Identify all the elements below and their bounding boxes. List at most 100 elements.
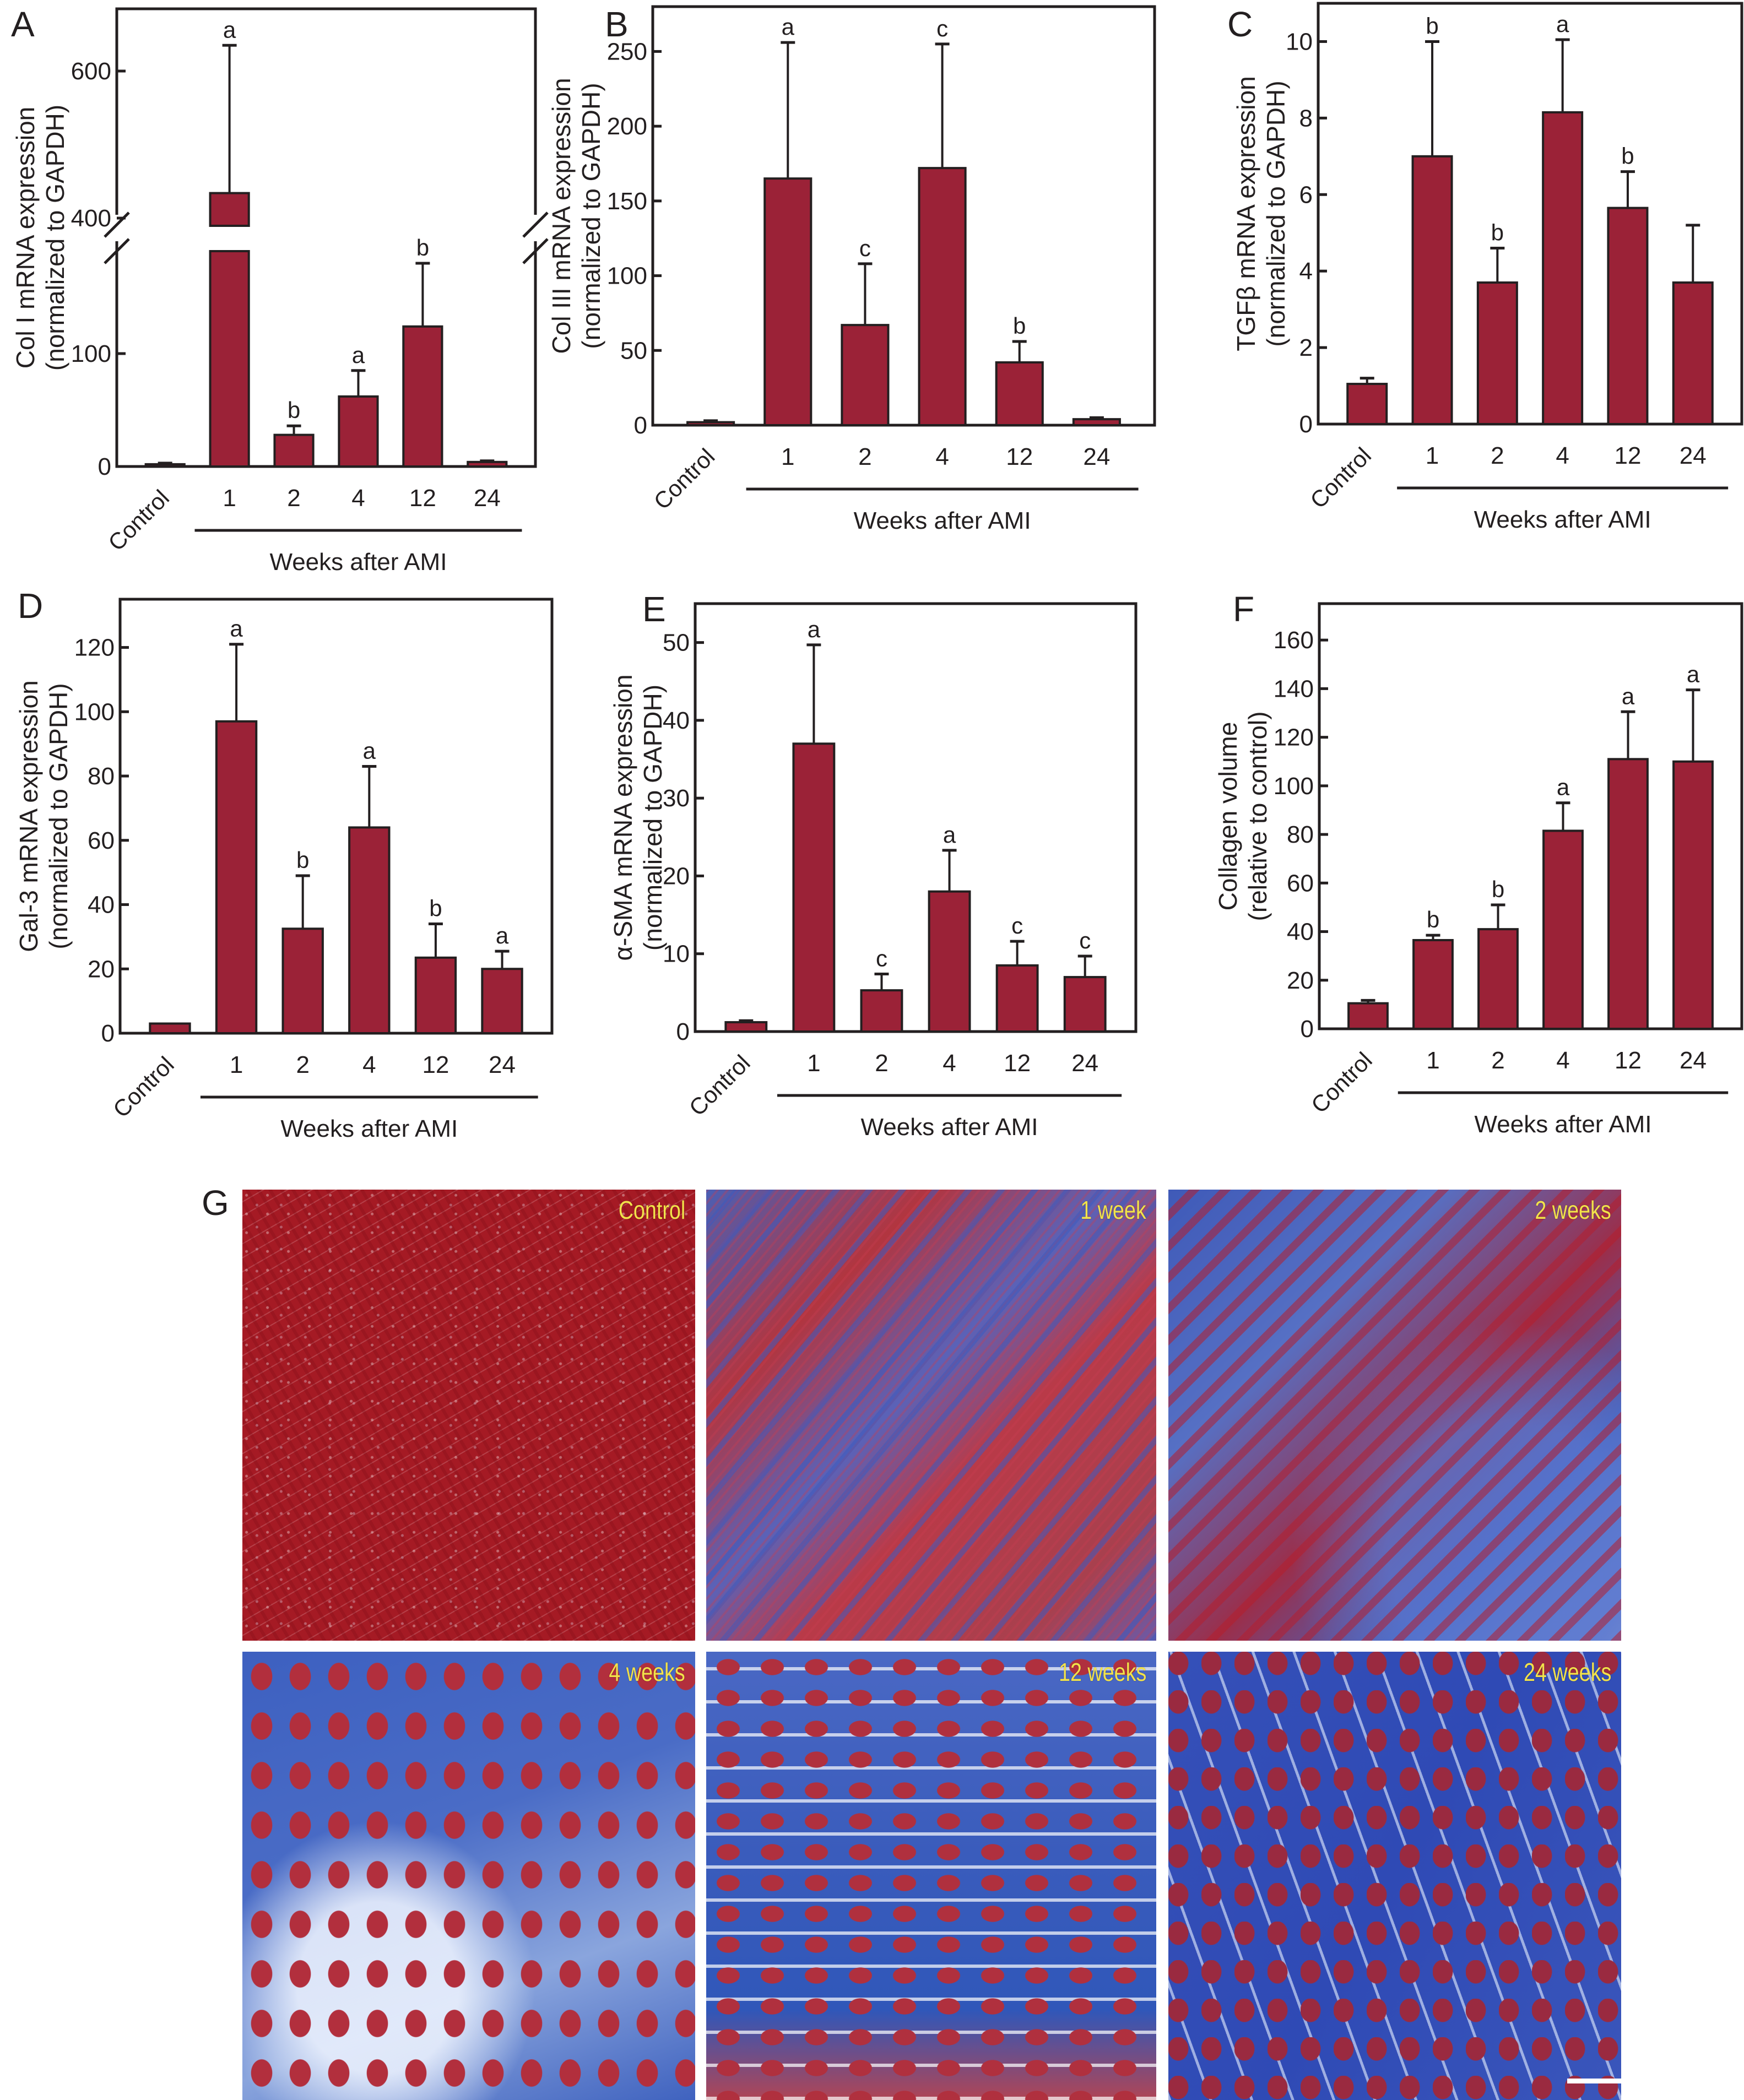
bar xyxy=(1412,938,1454,1030)
histology-control: Control xyxy=(242,1190,695,1641)
y-tick-label: 100 xyxy=(71,340,111,367)
significance-letter: b xyxy=(288,397,300,423)
y-axis-label: (normalized to GAPDH) xyxy=(44,683,73,949)
x-tick-label: 2 xyxy=(287,485,300,512)
y-axis-label: (normalized to GAPDH) xyxy=(638,685,667,951)
y-tick-label: 250 xyxy=(607,38,647,65)
y-tick-label: 60 xyxy=(1287,870,1314,897)
bar xyxy=(402,325,443,468)
x-tick-label: 4 xyxy=(1556,1047,1569,1074)
y-axis-label: (normalized to GAPDH) xyxy=(41,105,69,371)
scale-bar xyxy=(1567,2079,1621,2083)
x-tick-label: 4 xyxy=(943,1050,956,1077)
bar xyxy=(215,720,258,1034)
y-tick-label: 8 xyxy=(1299,105,1313,132)
significance-letter: c xyxy=(1079,927,1091,953)
significance-letter: a xyxy=(782,14,795,40)
panel-label-d: D xyxy=(18,586,44,626)
y-axis-label: α-SMA mRNA expression xyxy=(609,675,637,961)
panel-label-e: E xyxy=(642,589,666,629)
y-tick-label: 30 xyxy=(663,785,690,812)
y-tick-label: 80 xyxy=(1287,821,1314,848)
bar xyxy=(1347,1002,1389,1030)
y-tick-label: 0 xyxy=(1299,411,1313,438)
x-tick-label: 12 xyxy=(1615,1047,1642,1074)
bar-upper-segment xyxy=(209,192,250,227)
x-tick-label: 2 xyxy=(296,1051,309,1078)
significance-letter: b xyxy=(1491,220,1504,246)
chart-panel-e: 0 10 20 30 40 50 α-SMA mRNA expression (normali… xyxy=(609,602,1138,1141)
y-tick-label: 20 xyxy=(88,956,115,983)
y-tick-label: 600 xyxy=(71,58,111,85)
significance-letter: b xyxy=(296,847,309,873)
y-tick-label: 80 xyxy=(88,763,115,790)
bar xyxy=(144,463,186,468)
bar xyxy=(414,956,457,1034)
x-tick-label: 2 xyxy=(858,443,871,470)
bar xyxy=(995,964,1039,1033)
x-tick-label-control: Control xyxy=(108,1051,179,1122)
chart-panel-f: 0 20 40 60 80 100 120 140 160 Collagen volume (rel… xyxy=(1214,602,1743,1138)
x-axis-group-label: Weeks after AMI xyxy=(280,1115,458,1142)
bar xyxy=(1672,760,1714,1030)
x-tick-label-control: Control xyxy=(1306,1047,1377,1118)
y-tick-label: 100 xyxy=(1274,773,1314,800)
y-tick-label: 0 xyxy=(676,1018,690,1045)
bar xyxy=(1477,928,1519,1030)
bar xyxy=(995,361,1044,426)
y-tick-label: 0 xyxy=(101,1020,115,1047)
significance-letter: c xyxy=(1011,913,1023,938)
histology-label: 2 weeks xyxy=(1535,1196,1611,1224)
significance-letter: a xyxy=(496,923,509,948)
y-axis-label: (normalized to GAPDH) xyxy=(1261,80,1290,346)
x-tick-label: 1 xyxy=(807,1050,820,1077)
bar xyxy=(860,989,903,1033)
y-tick-label: 150 xyxy=(607,188,647,215)
x-tick-label-control: Control xyxy=(103,485,174,556)
bar xyxy=(481,968,523,1035)
y-tick-label: 140 xyxy=(1274,675,1314,702)
y-tick-label: 0 xyxy=(98,453,111,480)
bar xyxy=(1346,383,1388,426)
bar xyxy=(348,826,391,1035)
panel-label-b: B xyxy=(605,4,629,44)
x-tick-label: 12 xyxy=(1614,442,1641,469)
bar xyxy=(149,1022,191,1035)
x-tick-label: 12 xyxy=(409,485,436,512)
x-tick-label: 2 xyxy=(1491,442,1504,469)
histology-label: 1 week xyxy=(1080,1196,1146,1224)
bar xyxy=(209,250,250,468)
x-tick-label-control: Control xyxy=(648,443,719,514)
x-tick-label: 2 xyxy=(875,1050,888,1077)
significance-letter: a xyxy=(943,822,956,848)
y-axis-label: (relative to control) xyxy=(1243,712,1272,921)
bar xyxy=(1476,281,1518,425)
significance-letter: c xyxy=(936,15,948,41)
x-tick-label: 12 xyxy=(1004,1050,1031,1077)
significance-letter: a xyxy=(352,342,365,368)
histology-12-weeks: 12 weeks xyxy=(706,1652,1156,2100)
bar xyxy=(1672,281,1714,425)
panel-label-g: G xyxy=(202,1183,229,1223)
y-tick-label: 6 xyxy=(1299,181,1313,208)
panel-label-f: F xyxy=(1233,589,1255,629)
y-tick-label: 100 xyxy=(607,263,647,290)
x-tick-label: 2 xyxy=(1491,1047,1504,1074)
bar xyxy=(686,421,735,426)
y-tick-label: 0 xyxy=(1301,1016,1314,1043)
y-tick-label: 60 xyxy=(88,827,115,854)
x-tick-label: 24 xyxy=(489,1051,516,1078)
x-tick-label: 12 xyxy=(422,1051,449,1078)
x-tick-label: 24 xyxy=(1680,1047,1707,1074)
chart-panel-d: 0 20 40 60 80 100 120 Gal-3 mRNA expression (nor… xyxy=(14,598,554,1142)
y-tick-label: 100 xyxy=(74,698,115,725)
y-tick-label: 200 xyxy=(607,113,647,140)
y-tick-label: 400 xyxy=(71,205,111,232)
bar xyxy=(724,1021,768,1033)
bar xyxy=(763,177,813,426)
chart-panel-a: 0 100 400 600 Col I mRNA expression (normaliz… xyxy=(11,7,549,576)
significance-letter: a xyxy=(1556,11,1569,37)
significance-letter: b xyxy=(1426,13,1438,39)
